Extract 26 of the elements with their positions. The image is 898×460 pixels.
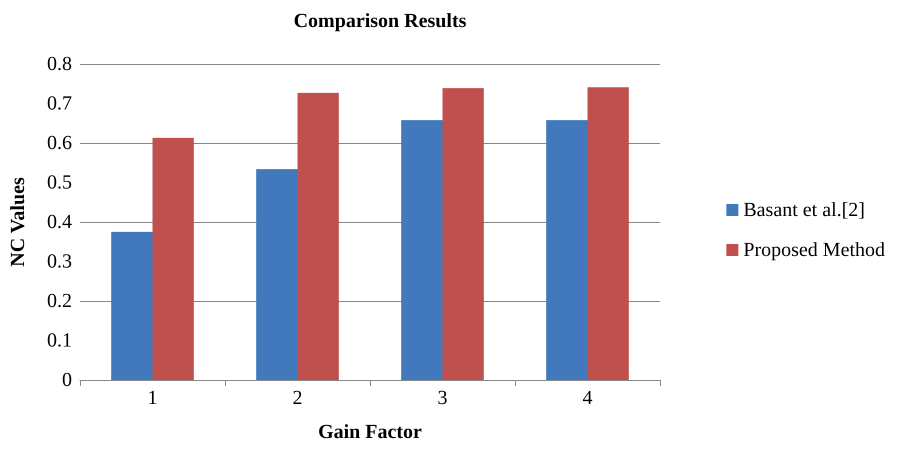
legend-label: Basant et al.[2] [743,199,865,221]
y-tick-label: 0.1 [47,330,72,352]
bar [442,88,484,380]
bar [401,120,442,380]
x-tick-label: 1 [148,387,158,409]
bar [152,138,194,380]
bar [298,92,339,380]
y-tick-label: 0.3 [47,250,72,272]
y-tick-label: 0.4 [47,211,72,233]
y-tick-label: 0.5 [47,172,72,194]
y-axis-title: NC Values [7,177,29,267]
y-tick-label: 0.7 [47,92,72,114]
x-tick-label: 2 [292,387,302,409]
x-axis-title: Gain Factor [318,421,422,443]
legend-label: Proposed Method [743,239,886,261]
y-tick-label: 0.2 [47,290,72,312]
chart-title: Comparison Results [294,10,467,32]
y-tick-label: 0.6 [47,132,72,154]
bar [256,169,298,380]
bar [546,120,588,380]
y-tick-label: 0 [62,369,72,391]
x-tick-label: 4 [582,387,592,409]
bar [588,87,629,380]
x-tick-label: 3 [438,387,448,409]
y-tick-label: 0.8 [47,53,72,75]
bar [111,232,152,380]
